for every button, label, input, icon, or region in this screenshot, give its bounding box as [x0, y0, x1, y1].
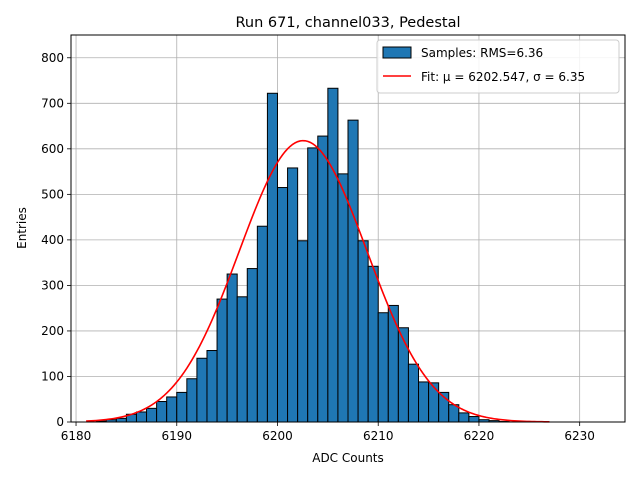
- histogram-bar: [368, 266, 378, 422]
- histogram-bar: [237, 297, 247, 422]
- x-tick-label: 6210: [363, 429, 394, 443]
- histogram-bars: [96, 88, 509, 422]
- histogram-bar: [217, 299, 227, 422]
- histogram-bar: [328, 88, 338, 422]
- histogram-bar: [338, 174, 348, 422]
- y-tick-label: 400: [41, 233, 64, 247]
- histogram-bar: [207, 351, 217, 422]
- x-tick-label: 6220: [464, 429, 495, 443]
- histogram-bar: [398, 328, 408, 422]
- y-axis-label: Entries: [15, 207, 29, 249]
- histogram-bar: [408, 364, 418, 422]
- y-tick-label: 600: [41, 142, 64, 156]
- histogram-bar: [308, 148, 318, 422]
- x-tick-label: 6190: [161, 429, 192, 443]
- legend: Samples: RMS=6.36 Fit: μ = 6202.547, σ =…: [377, 40, 619, 93]
- y-tick-label: 700: [41, 96, 64, 110]
- legend-fit-label: Fit: μ = 6202.547, σ = 6.35: [421, 70, 585, 84]
- histogram-bar: [157, 402, 167, 422]
- chart-title: Run 671, channel033, Pedestal: [235, 15, 460, 31]
- histogram-bar: [227, 274, 237, 422]
- histogram-bar: [459, 413, 469, 422]
- histogram-bar: [267, 93, 277, 422]
- histogram-bar: [388, 305, 398, 422]
- y-tick-label: 300: [41, 278, 64, 292]
- y-tick-label: 100: [41, 369, 64, 383]
- histogram-bar: [197, 358, 207, 422]
- histogram-bar: [318, 136, 328, 422]
- histogram-bar: [358, 241, 368, 422]
- y-tick-label: 200: [41, 324, 64, 338]
- legend-histogram-swatch: [383, 47, 411, 58]
- histogram-bar: [277, 188, 287, 422]
- y-tick-label: 800: [41, 51, 64, 65]
- histogram-bar: [187, 379, 197, 422]
- histogram-bar: [177, 392, 187, 422]
- histogram-bar: [257, 226, 267, 422]
- x-tick-label: 6200: [262, 429, 293, 443]
- histogram-bar: [348, 120, 358, 422]
- x-axis-label: ADC Counts: [312, 451, 384, 465]
- y-tick-label: 500: [41, 187, 64, 201]
- histogram-bar: [419, 382, 429, 422]
- histogram-bar: [247, 269, 257, 422]
- x-axis-ticks: 6180 6190 6200 6210 6220 6230: [61, 422, 595, 443]
- histogram-bar: [288, 168, 298, 422]
- y-tick-label: 0: [56, 415, 64, 429]
- histogram-bar: [298, 241, 308, 422]
- histogram-bar: [429, 383, 439, 422]
- histogram-bar: [116, 418, 126, 422]
- histogram-bar: [167, 397, 177, 422]
- x-tick-label: 6230: [564, 429, 595, 443]
- histogram-bar: [378, 313, 388, 422]
- histogram-bar: [136, 412, 146, 422]
- histogram-bar: [147, 408, 157, 422]
- y-axis-ticks: 0 100 200 300 400 500 600 700 800: [41, 51, 71, 429]
- x-tick-label: 6180: [61, 429, 92, 443]
- histogram-bar: [469, 417, 479, 422]
- legend-histogram-label: Samples: RMS=6.36: [421, 46, 543, 60]
